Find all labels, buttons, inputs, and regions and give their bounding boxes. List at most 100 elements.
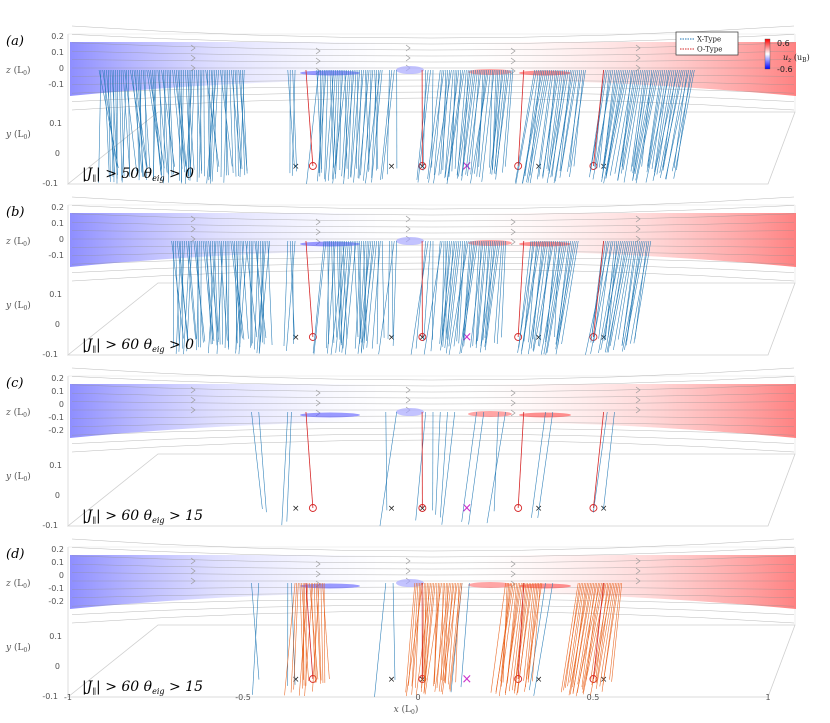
field-line-x-type <box>142 69 151 172</box>
field-line-o-type-bundle <box>309 582 319 680</box>
field-line-x-type <box>553 69 575 184</box>
field-line-x-type <box>360 240 370 354</box>
field-line-o-type-bundle <box>405 582 424 697</box>
field-line-x-type <box>651 69 667 170</box>
panel-2: × × × × × × (b) 0.2 0.1 0 -0.1 z (L0) 0.1 0 -0.1 y (L0)… <box>5 196 796 359</box>
field-line-x-type <box>195 240 204 343</box>
field-line-x-type <box>289 240 295 338</box>
field-line-x-type <box>463 240 475 347</box>
field-line-x-type <box>343 69 351 178</box>
streamline-arrow <box>635 567 641 575</box>
field-line-x-type <box>442 69 447 171</box>
field-line-x-type <box>652 69 678 181</box>
field-line-x-type <box>446 69 463 181</box>
streamline-arrow <box>190 577 196 585</box>
field-line-x-type <box>485 240 495 344</box>
field-line-o-type-bundle <box>595 582 615 689</box>
field-line-x-type <box>444 240 458 349</box>
field-line-x-type <box>520 240 541 355</box>
field-line-x-type <box>287 69 295 168</box>
z-tick-label: 0.1 <box>51 219 64 228</box>
field-line-x-type <box>234 240 238 344</box>
field-line-x-type <box>428 69 445 183</box>
colorbar-label: uz (uB) <box>783 53 810 64</box>
field-line-x-type <box>481 69 495 182</box>
field-line-x-type <box>533 240 554 352</box>
y-axis-label: y (L0) <box>5 642 31 654</box>
field-line-x-type <box>444 69 460 177</box>
field-line-x-type <box>200 240 202 348</box>
field-line-o-type-bundle <box>415 582 431 696</box>
field-line-x-type <box>593 411 608 513</box>
field-line-o-type-bundle <box>611 582 623 682</box>
field-line-x-type <box>291 69 296 176</box>
field-line-x-type <box>236 69 239 176</box>
field-line-x-type <box>202 240 213 340</box>
field-line-x-type <box>453 240 467 347</box>
field-line-o-type-bundle <box>508 582 524 692</box>
z-tick-label: -0.2 <box>48 426 64 435</box>
field-line-x-type <box>544 240 558 343</box>
field-line-o-type-bundle <box>423 582 436 693</box>
streamline <box>71 213 795 222</box>
field-line-o-type-bundle <box>582 582 607 695</box>
field-line-x-type <box>605 240 625 353</box>
streamline-arrow <box>405 396 411 404</box>
sheet-spot-blue-center <box>396 237 424 245</box>
field-line-x-type <box>186 69 195 170</box>
streamline-arrow <box>190 54 196 62</box>
streamline <box>71 376 795 387</box>
field-line-x-type <box>537 69 552 180</box>
field-line-x-type <box>600 240 623 350</box>
field-line-x-type <box>609 69 630 176</box>
field-line-x-type <box>196 69 199 182</box>
field-line-x-type <box>138 69 142 181</box>
field-line-x-type <box>221 240 223 345</box>
field-line-x-type <box>521 240 539 351</box>
field-line-x-type <box>359 240 362 343</box>
streamline-arrow <box>510 560 516 568</box>
field-line-x-type <box>210 69 216 184</box>
field-line-x-type <box>439 240 449 344</box>
field-line-o-type-bundle <box>436 582 446 688</box>
field-line-x-type <box>446 240 454 340</box>
field-line-x-type <box>440 240 456 351</box>
z-tick-label: 0 <box>59 400 64 409</box>
streamline <box>71 73 795 77</box>
field-line-x-type <box>163 69 166 184</box>
field-line-x-type <box>206 69 217 184</box>
field-line-o-type-bundle <box>523 582 535 681</box>
field-line-x-type <box>319 69 321 177</box>
z-tick-label: 0.1 <box>51 48 64 57</box>
streamline-arrow <box>315 57 321 65</box>
streamline <box>71 230 795 234</box>
field-line-x-type <box>470 240 484 348</box>
legend-entry: X-Type <box>697 36 721 44</box>
field-line-o-type-bundle <box>411 582 422 695</box>
z-tick-label: 0.2 <box>51 545 64 554</box>
field-line-x-type <box>423 240 443 355</box>
field-line-x-type <box>630 69 645 172</box>
field-line-x-type <box>240 69 246 176</box>
z-axis-label: z (L0) <box>5 236 30 248</box>
null-marker-x: × <box>292 333 300 343</box>
sheet-spot-blue <box>300 583 360 589</box>
field-line-x-type <box>186 240 196 340</box>
streamline-arrow <box>635 557 641 565</box>
field-line-x-type <box>475 240 486 349</box>
field-line-x-type <box>109 69 114 177</box>
field-line-x-type <box>281 411 289 526</box>
field-line-x-type <box>175 240 182 354</box>
streamline-arrow <box>510 228 516 236</box>
field-line-x-type <box>124 69 137 172</box>
field-line-o-type <box>517 69 525 167</box>
field-line-x-type <box>433 69 443 175</box>
field-line-x-type <box>522 69 545 184</box>
field-line-x-type <box>331 240 335 343</box>
field-line-x-type <box>131 69 143 173</box>
field-line-x-type <box>659 69 680 173</box>
field-line-x-type <box>531 411 546 518</box>
field-line-x-type <box>555 240 575 350</box>
field-line-x-type <box>495 69 510 175</box>
streamline-arrow <box>190 386 196 394</box>
